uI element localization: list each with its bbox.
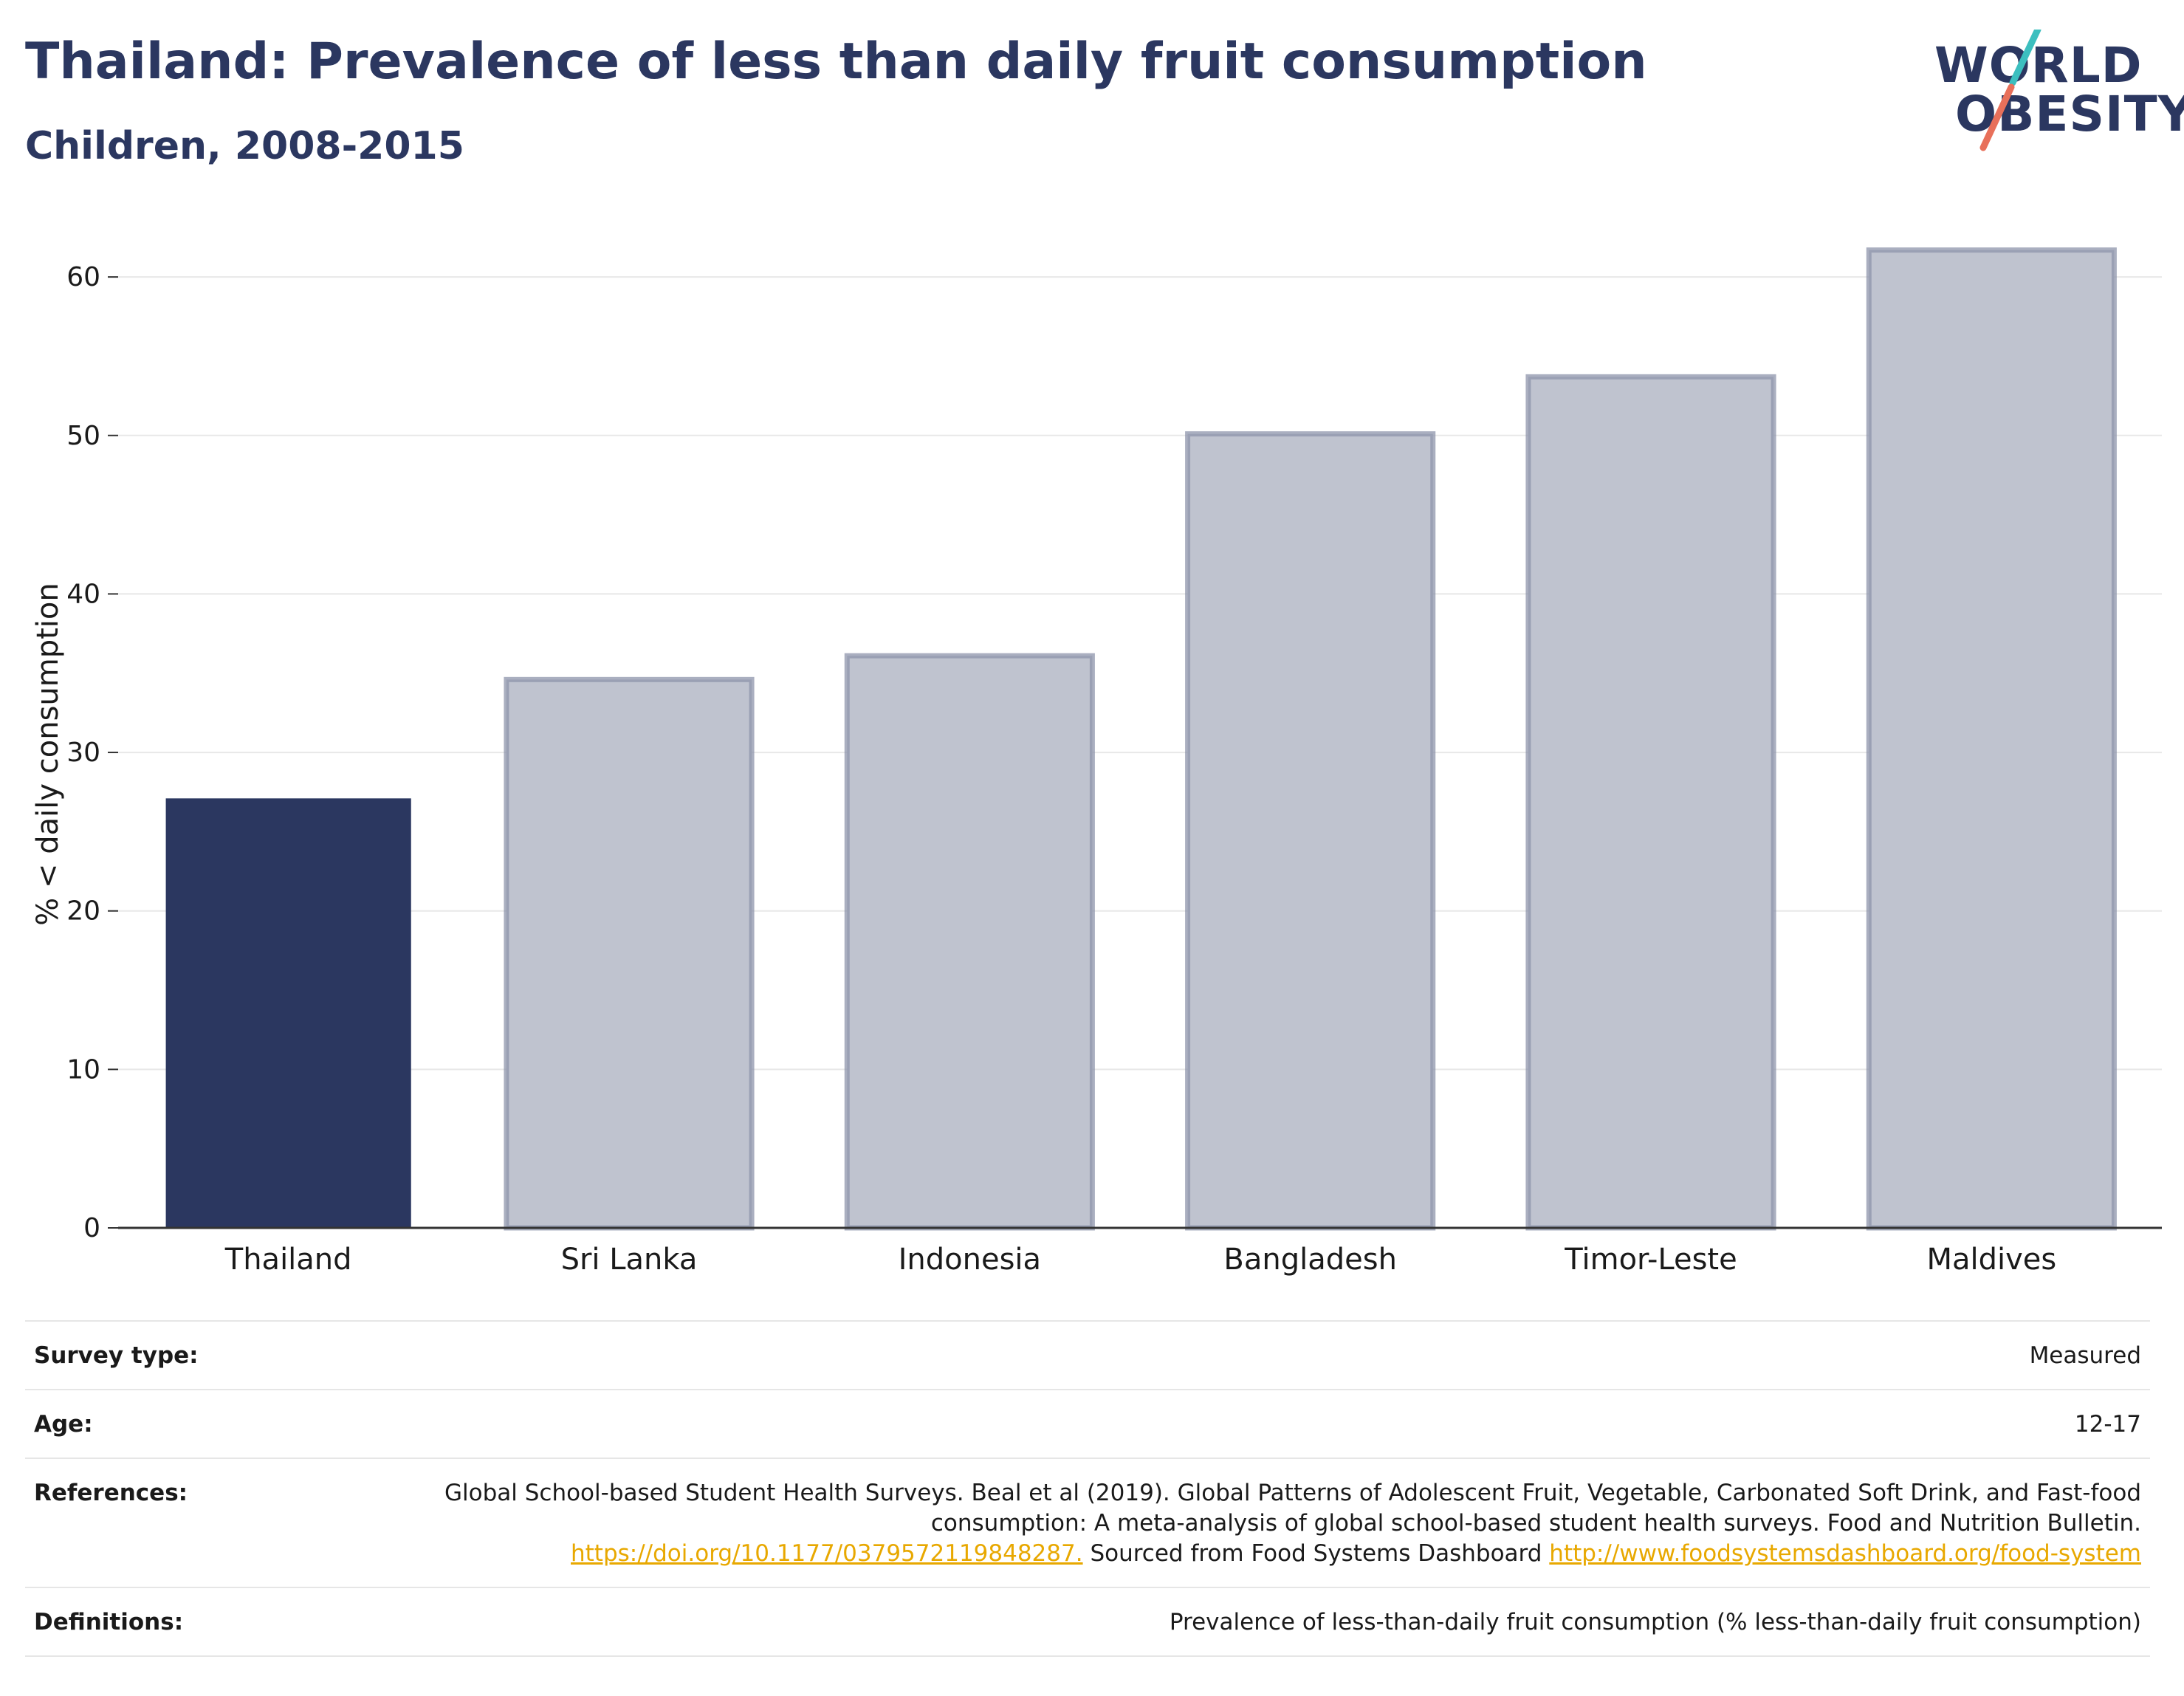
chart-subtitle: Children, 2008-2015 [25,124,464,168]
x-tick-label: Thailand [224,1243,352,1277]
logo-line-1: WORLD [1934,37,2143,94]
bar-sri-lanka [504,676,755,1231]
x-tick-label: Maldives [1926,1243,2056,1277]
meta-row-survey-type: Survey type: Measured [25,1322,2150,1390]
references-label: References: [34,1480,188,1506]
y-tick-label: 10 [66,1054,100,1085]
bar-maldives [1866,247,2117,1231]
bar-chart: 0 10 20 30 40 50 60 Thailand Sri Lanka Indonesia… [31,247,2162,1277]
gridlines [118,276,2162,1071]
bar-thailand [165,798,411,1228]
survey-type-label: Survey type: [34,1342,199,1369]
doi-link[interactable]: https://doi.org/10.1177/0379572119848287… [571,1540,1083,1567]
y-axis-ticks: 0 10 20 30 40 50 60 [66,262,118,1243]
references-text-2: Sourced from Food Systems Dashboard [1090,1540,1542,1567]
y-tick-label: 60 [66,262,100,292]
references-text-1: Global School-based Student Health Surve… [444,1480,2141,1537]
world-obesity-logo: WORLD OBESITY [1920,30,2184,162]
meta-row-age: Age: 12-17 [25,1390,2150,1459]
x-tick-label: Bangladesh [1223,1243,1397,1277]
y-axis-title: % < daily consumption [31,583,65,925]
y-tick-label: 50 [66,421,100,451]
chart-title: Thailand: Prevalence of less than daily … [25,32,1647,91]
bar-bangladesh [1185,431,1436,1231]
bar-indonesia [844,653,1095,1231]
y-tick-label: 40 [66,579,100,609]
y-tick-label: 0 [83,1213,100,1243]
meta-row-references: References: Global School-based Student … [25,1459,2150,1588]
bar-timor-leste [1525,374,1776,1231]
references-value: Global School-based Student Health Surve… [421,1478,2141,1569]
x-tick-label: Sri Lanka [561,1243,698,1277]
food-systems-dashboard-link[interactable]: http://www.foodsystemsdashboard.org/food… [1549,1540,2141,1567]
x-tick-label: Indonesia [899,1243,1041,1277]
meta-row-definitions: Definitions: Prevalence of less-than-dai… [25,1588,2150,1657]
age-label: Age: [34,1411,93,1438]
survey-type-value: Measured [2029,1342,2141,1369]
bars [165,247,2117,1231]
y-tick-label: 20 [66,896,100,927]
age-value: 12-17 [2074,1411,2141,1438]
definitions-label: Definitions: [34,1609,184,1635]
logo-slash-icon [1979,30,2042,151]
y-tick-label: 30 [66,738,100,768]
x-axis-labels: Thailand Sri Lanka Indonesia Bangladesh Timo… [224,1243,2056,1277]
definitions-value: Prevalence of less-than-daily fruit cons… [1169,1609,2141,1635]
x-tick-label: Timor-Leste [1564,1243,1737,1277]
metadata-table: Survey type: Measured Age: 12-17 Referen… [25,1320,2150,1657]
